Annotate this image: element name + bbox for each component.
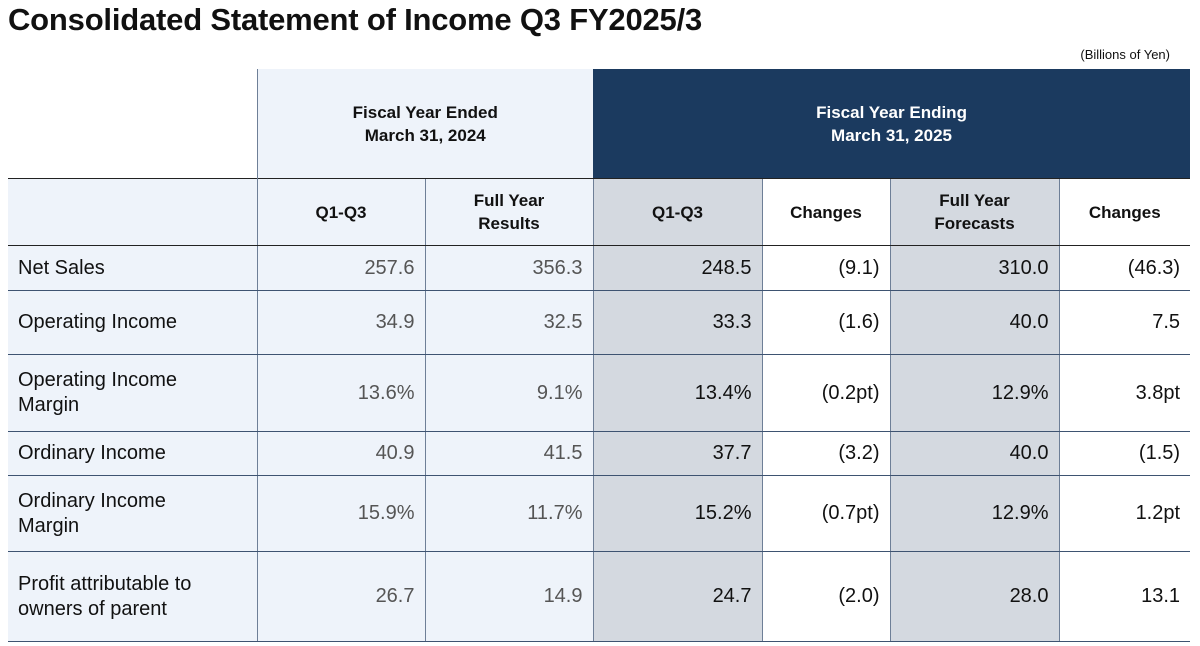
cell-q1q3-curr: 24.7 — [592, 551, 762, 642]
cell-q1q3-prev: 40.9 — [256, 431, 425, 476]
row-label: Net Sales — [8, 245, 257, 291]
col-changes-fy: Changes — [1058, 178, 1191, 246]
row-label-line1: Net Sales — [18, 256, 105, 279]
cell-chg-q: (1.6) — [761, 290, 890, 355]
row-label: Operating Income — [8, 290, 257, 355]
row-label-line1: Ordinary Income — [18, 489, 166, 512]
cell-chg-fy: 13.1 — [1058, 551, 1191, 642]
cell-forecast: 28.0 — [889, 551, 1059, 642]
cell-chg-q: (0.7pt) — [761, 475, 890, 552]
row-label-line1: Ordinary Income — [18, 442, 166, 464]
row-label: Operating Income Margin — [8, 354, 257, 432]
cell-chg-q: (0.2pt) — [761, 354, 890, 432]
column-header-blank — [8, 178, 257, 246]
cell-fy-prev: 14.9 — [424, 551, 593, 642]
row-label: Ordinary Income Margin — [8, 475, 257, 552]
table-row: Operating Income 34.9 32.5 33.3 (1.6) 40… — [8, 290, 1191, 355]
cell-forecast: 12.9% — [889, 475, 1059, 552]
cell-chg-q: (3.2) — [761, 431, 890, 476]
row-label-line2: Margin — [18, 394, 80, 416]
col-full-year-results: Full Year Results — [424, 178, 593, 246]
col-full-year-results-line1: Full Year — [473, 191, 545, 210]
fy2024-header-line2: March 31, 2024 — [364, 125, 486, 145]
cell-chg-q: (2.0) — [761, 551, 890, 642]
page-title: Consolidated Statement of Income Q3 FY20… — [8, 2, 703, 37]
cell-q1q3-prev: 15.9% — [256, 475, 425, 552]
cell-forecast: 40.0 — [889, 431, 1059, 476]
fy2024-header-line1: Fiscal Year Ended — [352, 102, 498, 122]
cell-q1q3-curr: 248.5 — [592, 245, 762, 291]
cell-chg-fy: 1.2pt — [1058, 475, 1191, 552]
col-forecasts-line2: Forecasts — [934, 214, 1015, 233]
cell-q1q3-prev: 26.7 — [256, 551, 425, 642]
cell-chg-fy: (46.3) — [1058, 245, 1191, 291]
cell-fy-prev: 41.5 — [424, 431, 593, 476]
col-forecasts-line1: Full Year — [939, 191, 1010, 210]
column-header-row: Q1-Q3 Full Year Results Q1-Q3 Changes Fu… — [8, 178, 1191, 246]
col-full-year-results-line2: Results — [478, 214, 540, 233]
fy2024-header: Fiscal Year Ended March 31, 2024 — [256, 69, 593, 179]
income-table: Fiscal Year Ended March 31, 2024 Fiscal … — [8, 69, 1191, 642]
cell-chg-q: (9.1) — [761, 245, 890, 291]
cell-fy-prev: 9.1% — [424, 354, 593, 432]
cell-q1q3-curr: 15.2% — [592, 475, 762, 552]
row-label-line1: Operating Income — [18, 369, 177, 391]
cell-forecast: 40.0 — [889, 290, 1059, 355]
cell-q1q3-prev: 13.6% — [256, 354, 425, 432]
cell-q1q3-curr: 13.4% — [592, 354, 762, 432]
unit-note: (Billions of Yen) — [1080, 47, 1170, 62]
row-label-line1: Operating Income — [18, 311, 177, 333]
cell-chg-fy: (1.5) — [1058, 431, 1191, 476]
fy2025-header-line2: March 31, 2025 — [831, 125, 952, 145]
row-label-line2: owners of parent — [18, 597, 167, 620]
col-q1q3-curr: Q1-Q3 — [592, 178, 762, 246]
header-blank — [8, 69, 257, 179]
cell-fy-prev: 32.5 — [424, 290, 593, 355]
cell-forecast: 12.9% — [889, 354, 1059, 432]
col-forecasts: Full Year Forecasts — [889, 178, 1059, 246]
table-row: Operating Income Margin 13.6% 9.1% 13.4%… — [8, 354, 1191, 432]
cell-chg-fy: 3.8pt — [1058, 354, 1191, 432]
cell-chg-fy: 7.5 — [1058, 290, 1191, 355]
table-row: Ordinary Income 40.9 41.5 37.7 (3.2) 40.… — [8, 431, 1191, 476]
cell-q1q3-curr: 33.3 — [592, 290, 762, 355]
row-label-line1: Profit attributable to — [18, 572, 192, 595]
fy2025-header: Fiscal Year Ending March 31, 2025 — [593, 69, 1191, 179]
cell-fy-prev: 356.3 — [424, 245, 593, 291]
col-q1q3-prev: Q1-Q3 — [256, 178, 425, 246]
period-header-row: Fiscal Year Ended March 31, 2024 Fiscal … — [8, 69, 1191, 179]
table-row: Net Sales 257.6 356.3 248.5 (9.1) 310.0 … — [8, 245, 1191, 291]
col-changes-q: Changes — [761, 178, 890, 246]
cell-q1q3-prev: 34.9 — [256, 290, 425, 355]
cell-fy-prev: 11.7% — [424, 475, 593, 552]
row-label: Ordinary Income — [8, 431, 257, 476]
cell-q1q3-prev: 257.6 — [256, 245, 425, 291]
cell-q1q3-curr: 37.7 — [592, 431, 762, 476]
cell-forecast: 310.0 — [889, 245, 1059, 291]
table-row: Ordinary Income Margin 15.9% 11.7% 15.2%… — [8, 475, 1191, 552]
row-label: Profit attributable to owners of parent — [8, 551, 257, 642]
row-label-line2: Margin — [18, 514, 80, 537]
fy2025-header-line1: Fiscal Year Ending — [816, 102, 967, 122]
table-row: Profit attributable to owners of parent … — [8, 551, 1191, 642]
